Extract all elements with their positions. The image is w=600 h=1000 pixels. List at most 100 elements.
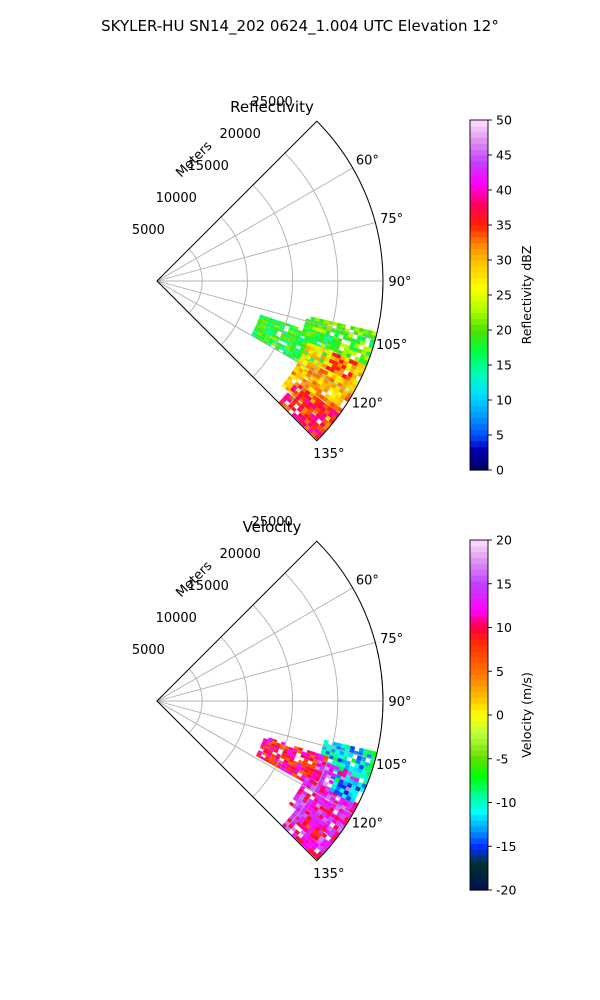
data-cell xyxy=(286,353,292,359)
data-cell xyxy=(302,779,309,785)
data-cell xyxy=(260,744,266,748)
data-cell xyxy=(322,780,329,787)
data-cell xyxy=(291,343,297,348)
data-cell xyxy=(364,761,370,768)
data-cell xyxy=(258,316,264,321)
data-cell xyxy=(278,759,284,765)
data-cell xyxy=(290,753,296,758)
colorbar-segment xyxy=(470,837,488,844)
data-cell xyxy=(306,829,313,836)
data-cell xyxy=(316,424,323,431)
data-cell xyxy=(323,348,329,354)
data-cell xyxy=(254,335,260,340)
data-cell xyxy=(367,329,373,335)
data-cell xyxy=(337,337,343,343)
data-cell xyxy=(341,323,347,329)
colorbar-tick-label: -15 xyxy=(496,839,516,854)
colorbar-segment xyxy=(470,435,488,442)
colorbar-segment xyxy=(470,598,488,605)
colorbar-segment xyxy=(470,452,488,459)
azimuth-line xyxy=(156,700,376,760)
data-cell xyxy=(271,342,277,347)
radial-tick-label: 5000 xyxy=(132,223,165,238)
data-cell xyxy=(341,743,347,749)
colorbar: 0 5 10 15 20 25 30 35 40 45 50 Reflectivity dBZ xyxy=(469,113,534,478)
data-cell xyxy=(304,335,310,341)
colorbar-segment xyxy=(470,872,488,879)
data-cell xyxy=(307,806,314,813)
data-cell xyxy=(305,364,312,370)
data-cell xyxy=(320,775,326,781)
data-cell xyxy=(324,828,331,835)
data-cell xyxy=(271,320,277,325)
data-cell xyxy=(313,755,320,761)
data-cell xyxy=(306,763,312,768)
data-cell xyxy=(305,752,311,758)
data-cell xyxy=(316,353,322,359)
data-cell xyxy=(314,811,321,818)
data-cell xyxy=(354,326,360,332)
data-cell xyxy=(331,818,338,825)
data-cell xyxy=(330,812,337,819)
data-cell xyxy=(275,742,281,747)
colorbar-segment xyxy=(470,184,488,191)
theta-tick-label: 75° xyxy=(380,212,403,227)
data-cell xyxy=(298,418,305,425)
data-cell xyxy=(314,765,321,771)
data-cell xyxy=(253,328,259,332)
data-cell xyxy=(280,743,286,748)
data-cell xyxy=(310,838,317,845)
data-cell xyxy=(290,826,297,833)
data-cell xyxy=(322,387,329,394)
data-cell xyxy=(316,327,322,333)
data-cell xyxy=(315,794,321,800)
data-cell xyxy=(288,348,295,353)
data-cell xyxy=(338,359,345,365)
data-cell xyxy=(331,398,338,405)
data-cell xyxy=(299,357,305,363)
data-cell xyxy=(330,803,337,810)
data-cell xyxy=(308,757,314,762)
data-cell xyxy=(328,755,334,760)
data-cell xyxy=(272,331,278,336)
data-cell xyxy=(358,327,364,333)
data-cell xyxy=(298,796,304,802)
data-cell xyxy=(309,767,315,773)
data-cell xyxy=(286,383,293,390)
data-cell xyxy=(280,344,287,349)
data-cell xyxy=(280,321,286,326)
data-cell xyxy=(310,354,317,360)
data-cell xyxy=(309,391,315,398)
data-cell xyxy=(342,780,349,787)
data-cell xyxy=(322,360,329,366)
data-cell xyxy=(269,325,275,330)
data-cell xyxy=(310,809,317,815)
colorbar-segment xyxy=(470,411,488,419)
data-cell xyxy=(332,321,338,327)
sector-frame xyxy=(156,120,384,442)
colorbar-tick-label: 10 xyxy=(496,393,512,408)
data-cell xyxy=(299,346,305,352)
data-cell xyxy=(308,349,314,355)
data-cell xyxy=(314,406,321,413)
data-cell xyxy=(355,772,362,778)
data-cell xyxy=(296,406,303,413)
colorbar-segment xyxy=(470,685,488,693)
data-cell xyxy=(326,381,333,387)
data-cell xyxy=(298,838,305,845)
data-cell xyxy=(325,330,331,336)
data-cell xyxy=(359,773,366,780)
data-cell xyxy=(296,762,303,767)
data-cell xyxy=(341,793,348,800)
data-cell xyxy=(351,758,357,764)
colorbar-segment xyxy=(470,423,488,430)
data-cell xyxy=(273,749,279,754)
data-cell xyxy=(292,328,298,333)
data-cell xyxy=(279,746,285,751)
colorbar-segment xyxy=(470,709,488,716)
data-cell xyxy=(336,322,342,328)
data-cell xyxy=(252,329,258,334)
colorbar-segment xyxy=(470,195,488,203)
data-cell xyxy=(281,752,287,757)
data-cell xyxy=(283,747,289,752)
